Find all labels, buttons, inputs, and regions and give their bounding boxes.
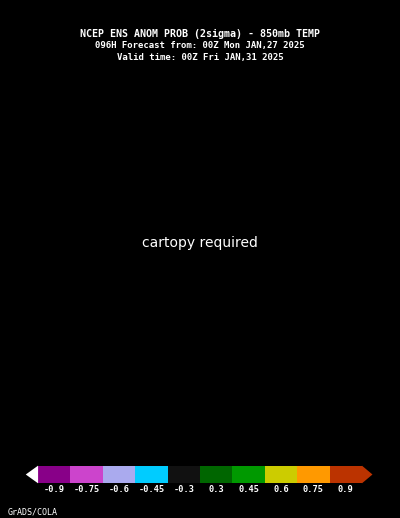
Bar: [200, 466, 232, 483]
FancyArrow shape: [362, 466, 372, 483]
Text: -0.6: -0.6: [108, 485, 130, 494]
Bar: [38, 466, 70, 483]
Text: 0.9: 0.9: [338, 485, 354, 494]
Text: GrADS/COLA: GrADS/COLA: [8, 508, 58, 516]
Bar: [168, 466, 200, 483]
Bar: [330, 466, 362, 483]
Text: -0.45: -0.45: [138, 485, 164, 494]
Text: 0.45: 0.45: [238, 485, 259, 494]
FancyArrow shape: [26, 466, 38, 483]
Text: -0.75: -0.75: [74, 485, 100, 494]
Bar: [70, 466, 103, 483]
Bar: [297, 466, 330, 483]
Text: 096H Forecast from: 00Z Mon JAN,27 2025: 096H Forecast from: 00Z Mon JAN,27 2025: [95, 41, 305, 50]
Bar: [103, 466, 135, 483]
Text: -0.3: -0.3: [173, 485, 194, 494]
Text: Valid time: 00Z Fri JAN,31 2025: Valid time: 00Z Fri JAN,31 2025: [117, 53, 283, 62]
Text: 0.75: 0.75: [303, 485, 324, 494]
Text: -0.9: -0.9: [44, 485, 65, 494]
Text: 0.3: 0.3: [208, 485, 224, 494]
Bar: [232, 466, 265, 483]
Bar: [135, 466, 168, 483]
Text: cartopy required: cartopy required: [142, 236, 258, 251]
Text: NCEP ENS ANOM PROB (2sigma) - 850mb TEMP: NCEP ENS ANOM PROB (2sigma) - 850mb TEMP: [80, 28, 320, 38]
Text: 0.6: 0.6: [273, 485, 289, 494]
Bar: [265, 466, 297, 483]
